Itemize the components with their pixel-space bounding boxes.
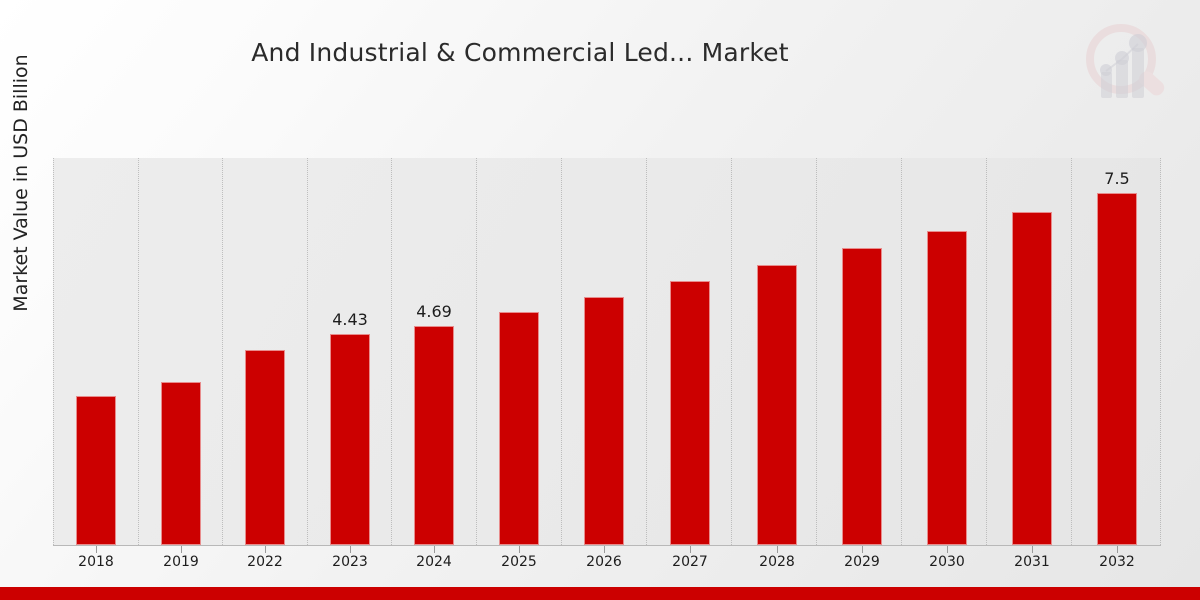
footer-accent-band <box>0 587 1200 600</box>
gridline-0 <box>53 158 55 545</box>
gridline-8 <box>731 158 733 545</box>
bar-2023[interactable] <box>330 334 370 545</box>
gridline-4 <box>391 158 393 545</box>
x-axis-baseline <box>53 545 1161 546</box>
bar-2032[interactable] <box>1097 193 1137 545</box>
x-tick-label-2025: 2025 <box>501 554 537 570</box>
gridline-2 <box>222 158 224 545</box>
tick-mark-2030 <box>947 546 948 553</box>
tick-mark-2027 <box>690 546 691 553</box>
bar-2031[interactable] <box>1012 212 1052 545</box>
gridline-11 <box>986 158 988 545</box>
bar-value-label-2023: 4.43 <box>332 310 368 329</box>
bar-2029[interactable] <box>842 248 882 545</box>
x-tick-label-2029: 2029 <box>844 554 880 570</box>
x-tick-label-2022: 2022 <box>247 554 283 570</box>
tick-mark-2018 <box>96 546 97 553</box>
x-tick-label-2027: 2027 <box>672 554 708 570</box>
bar-2022[interactable] <box>245 350 285 545</box>
bar-2025[interactable] <box>499 312 539 545</box>
bar-2027[interactable] <box>670 281 710 545</box>
x-tick-label-2019: 2019 <box>163 554 199 570</box>
x-tick-label-2024: 2024 <box>416 554 452 570</box>
gridline-3 <box>307 158 309 545</box>
y-axis-label: Market Value in USD Billion <box>10 54 32 312</box>
gridline-12 <box>1071 158 1073 545</box>
tick-mark-2032 <box>1117 546 1118 553</box>
tick-mark-2025 <box>519 546 520 553</box>
gridline-5 <box>476 158 478 545</box>
x-tick-label-2026: 2026 <box>586 554 622 570</box>
bar-2028[interactable] <box>757 265 797 545</box>
tick-mark-2023 <box>350 546 351 553</box>
bar-2018[interactable] <box>76 396 116 545</box>
x-tick-label-2028: 2028 <box>759 554 795 570</box>
tick-mark-2022 <box>265 546 266 553</box>
tick-mark-2026 <box>604 546 605 553</box>
gridline-10 <box>901 158 903 545</box>
x-tick-label-2031: 2031 <box>1014 554 1050 570</box>
tick-mark-2031 <box>1032 546 1033 553</box>
page-title: And Industrial & Commercial Led... Marke… <box>251 38 789 67</box>
x-tick-label-2030: 2030 <box>929 554 965 570</box>
gridline-7 <box>646 158 648 545</box>
bar-2030[interactable] <box>927 231 967 545</box>
tick-mark-2028 <box>777 546 778 553</box>
gridline-1 <box>138 158 140 545</box>
bar-value-label-2024: 4.69 <box>416 302 452 321</box>
x-tick-label-2023: 2023 <box>332 554 368 570</box>
bar-2019[interactable] <box>161 382 201 545</box>
gridline-13 <box>1160 158 1162 545</box>
tick-mark-2029 <box>862 546 863 553</box>
x-tick-label-2032: 2032 <box>1099 554 1135 570</box>
tick-mark-2024 <box>434 546 435 553</box>
tick-mark-2019 <box>181 546 182 553</box>
bar-2026[interactable] <box>584 297 624 545</box>
bar-2024[interactable] <box>414 326 454 545</box>
gridline-6 <box>561 158 563 545</box>
gridline-9 <box>816 158 818 545</box>
market-research-magnifier-logo <box>1072 14 1182 114</box>
bar-value-label-2032: 7.5 <box>1104 169 1130 188</box>
x-tick-label-2018: 2018 <box>78 554 114 570</box>
